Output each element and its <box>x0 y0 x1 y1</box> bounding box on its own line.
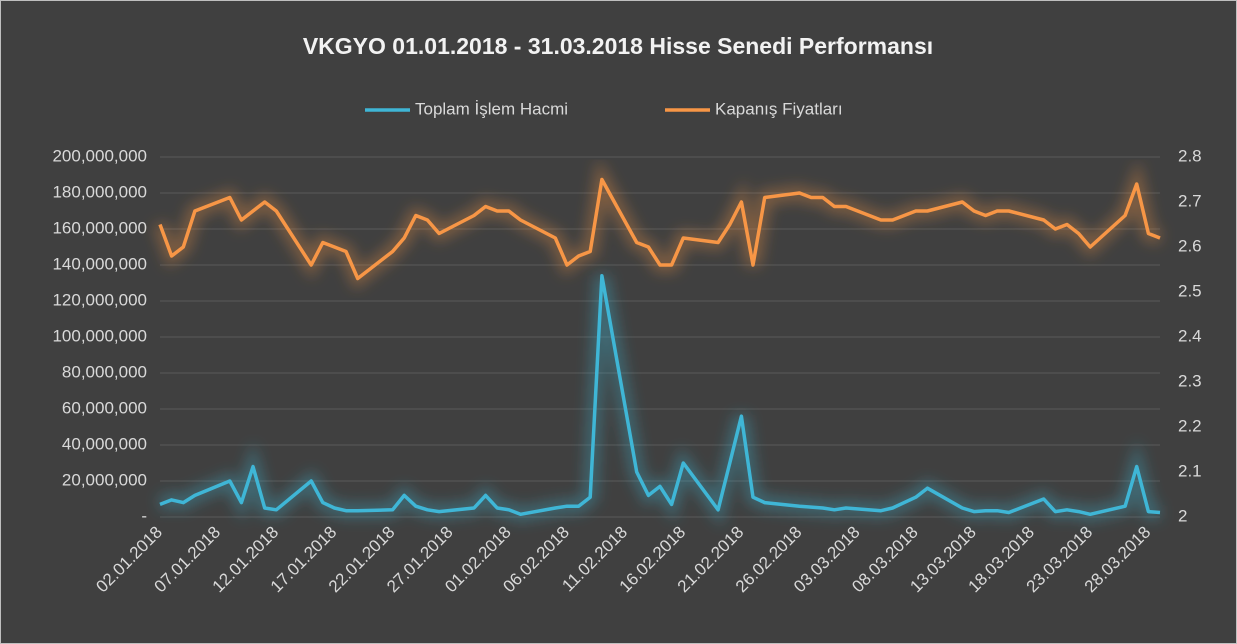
y-tick-label: 60,000,000 <box>62 398 147 417</box>
y2-tick-label: 2.1 <box>1178 461 1202 480</box>
legend-label: Toplam İşlem Hacmi <box>415 99 568 118</box>
legend-label: Kapanış Fiyatları <box>715 99 843 118</box>
y-tick-label: 100,000,000 <box>52 326 147 345</box>
y-tick-label: - <box>141 506 147 525</box>
y2-tick-label: 2.4 <box>1178 326 1202 345</box>
y2-tick-label: 2.3 <box>1178 371 1202 390</box>
y-tick-label: 180,000,000 <box>52 182 147 201</box>
y2-tick-label: 2 <box>1178 506 1187 525</box>
y-tick-label: 80,000,000 <box>62 362 147 381</box>
y2-tick-label: 2.5 <box>1178 281 1202 300</box>
series-line <box>158 177 1161 281</box>
y-tick-label: 120,000,000 <box>52 290 147 309</box>
y-tick-label: 20,000,000 <box>62 470 147 489</box>
y2-tick-label: 2.2 <box>1178 416 1202 435</box>
y-tick-label: 140,000,000 <box>52 254 147 273</box>
y-tick-label: 200,000,000 <box>52 146 147 165</box>
y-tick-label: 160,000,000 <box>52 218 147 237</box>
chart-title: VKGYO 01.01.2018 - 31.03.2018 Hisse Sene… <box>303 33 933 59</box>
y2-tick-label: 2.7 <box>1178 191 1202 210</box>
series-line <box>159 274 1161 517</box>
y2-tick-label: 2.6 <box>1178 236 1202 255</box>
y2-tick-label: 2.8 <box>1178 146 1202 165</box>
y-tick-label: 40,000,000 <box>62 434 147 453</box>
